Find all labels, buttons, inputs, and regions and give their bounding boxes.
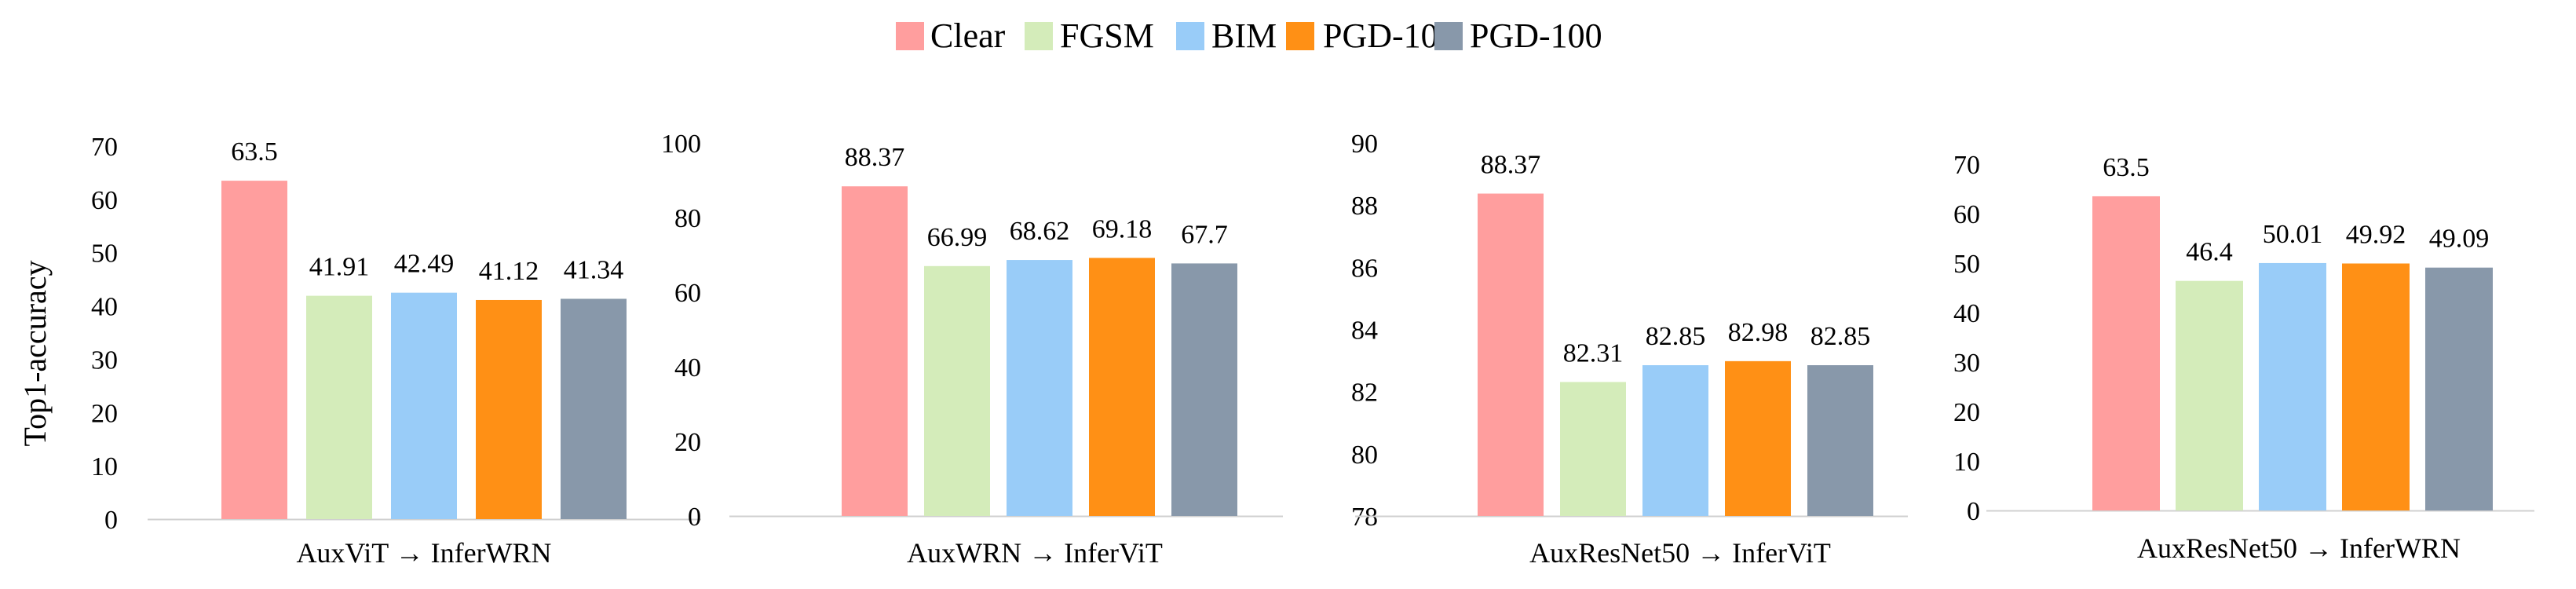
legend: Clear FGSM BIM PGD-10 PGD-100 [896, 16, 1602, 55]
y-tick-label: 60 [1953, 200, 1980, 229]
data-label: 82.31 [1563, 338, 1624, 368]
y-axis-title: Top1-accuracy [17, 260, 53, 446]
bar-fgsm [924, 265, 990, 516]
legend-label: PGD-100 [1470, 16, 1602, 55]
y-tick-label: 30 [91, 346, 118, 375]
legend-swatch [1025, 22, 1053, 50]
bar-pgd-100 [561, 298, 627, 519]
data-label: 41.34 [564, 255, 624, 284]
data-label: 46.4 [2186, 238, 2233, 267]
bar-clear [2092, 196, 2160, 510]
bar-fgsm [306, 295, 372, 519]
bar-fgsm [1560, 382, 1626, 516]
data-label: 49.92 [2346, 221, 2406, 250]
legend-item-pgd-10: PGD-10 [1286, 16, 1438, 55]
legend-label: PGD-10 [1323, 16, 1438, 55]
y-tick-label: 10 [91, 452, 118, 481]
legend-swatch [1434, 22, 1463, 50]
y-tick-label: 10 [1953, 448, 1980, 477]
bar-clear [221, 181, 287, 519]
data-label: 66.99 [927, 223, 988, 252]
data-label: 67.7 [1181, 220, 1228, 249]
y-tick-label: 0 [104, 506, 118, 535]
data-label: 88.37 [1481, 151, 1541, 180]
data-label: 82.85 [1811, 322, 1871, 351]
data-label: 63.5 [231, 137, 278, 166]
bar-pgd-10 [1725, 360, 1791, 516]
data-label: 82.85 [1646, 322, 1706, 351]
y-tick-label: 30 [1953, 349, 1980, 378]
legend-item-pgd-100: PGD-100 [1434, 16, 1602, 55]
legend-label: BIM [1211, 16, 1277, 55]
y-tick-label: 0 [1967, 497, 1980, 526]
chart-panel-1: 0 10 20 30 40 50 60 70 63.5 41.91 42.49 41.12 41.34 A… [91, 133, 701, 569]
data-label: 68.62 [1010, 217, 1070, 246]
bar-bim [1007, 260, 1072, 516]
bar-pgd-10 [2342, 263, 2410, 510]
bar-pgd-100 [2425, 267, 2493, 510]
legend-item-fgsm: FGSM [1025, 16, 1154, 55]
y-tick-label: 40 [674, 353, 701, 382]
legend-label: FGSM [1060, 16, 1154, 55]
y-tick-label: 20 [1953, 398, 1980, 427]
y-tick-label: 60 [674, 279, 701, 308]
charts: 0 10 20 30 40 50 60 70 63.5 41.91 42.49 41.12 41.34 A… [91, 130, 2534, 569]
y-tick-label: 20 [674, 428, 701, 457]
legend-swatch [1176, 22, 1204, 50]
y-tick-label: 80 [674, 204, 701, 233]
data-label: 50.01 [2263, 220, 2323, 249]
y-tick-label: 86 [1351, 254, 1378, 283]
data-label: 63.5 [2103, 153, 2150, 182]
y-tick-label: 80 [1351, 441, 1378, 470]
legend-swatch [1286, 22, 1314, 50]
x-axis-title: AuxWRN → InferViT [907, 537, 1163, 569]
bar-clear [842, 186, 908, 516]
x-axis-title: AuxResNet50 → InferViT [1529, 537, 1831, 569]
y-tick-label: 84 [1351, 316, 1378, 346]
y-tick-label: 40 [91, 293, 118, 322]
bar-bim [2259, 262, 2326, 510]
y-tick-label: 50 [91, 240, 118, 269]
bar-fgsm [2176, 280, 2243, 510]
legend-swatch [896, 22, 924, 50]
chart-panel-2: 0 20 40 60 80 100 88.37 66.99 68.62 69.18 67.7 AuxW… [661, 130, 1283, 569]
y-tick-label: 82 [1351, 379, 1378, 408]
y-tick-label: 70 [91, 133, 118, 162]
y-tick-label: 90 [1351, 130, 1378, 159]
bar-bim [391, 292, 457, 519]
data-label: 69.18 [1092, 214, 1153, 243]
bar-clear [1478, 193, 1544, 517]
bar-pgd-100 [1807, 365, 1873, 516]
y-tick-label: 50 [1953, 250, 1980, 279]
legend-item-clear: Clear [896, 16, 1006, 55]
data-label: 42.49 [394, 250, 455, 279]
y-tick-label: 100 [661, 130, 701, 159]
data-label: 82.98 [1728, 318, 1789, 347]
chart-panel-4: 0 10 20 30 40 50 60 70 63.5 46.4 50.01 49.92 49.09 Au… [1953, 151, 2534, 564]
legend-label: Clear [930, 16, 1006, 55]
y-tick-label: 20 [91, 399, 118, 428]
bar-bim [1642, 365, 1708, 516]
data-label: 88.37 [845, 143, 905, 172]
y-tick-label: 0 [688, 503, 701, 532]
data-label: 41.91 [309, 253, 370, 282]
x-axis-title: AuxResNet50 → InferWRN [2137, 532, 2461, 564]
data-label: 49.09 [2429, 225, 2490, 254]
data-label: 41.12 [479, 257, 539, 286]
bar-pgd-10 [476, 299, 542, 519]
bar-pgd-10 [1089, 258, 1155, 516]
legend-item-bim: BIM [1176, 16, 1277, 55]
x-axis-title: AuxViT → InferWRN [296, 537, 551, 569]
y-tick-label: 60 [91, 186, 118, 215]
y-tick-label: 40 [1953, 299, 1980, 328]
bar-pgd-100 [1171, 263, 1237, 516]
y-tick-label: 88 [1351, 192, 1378, 221]
y-tick-label: 70 [1953, 151, 1980, 180]
